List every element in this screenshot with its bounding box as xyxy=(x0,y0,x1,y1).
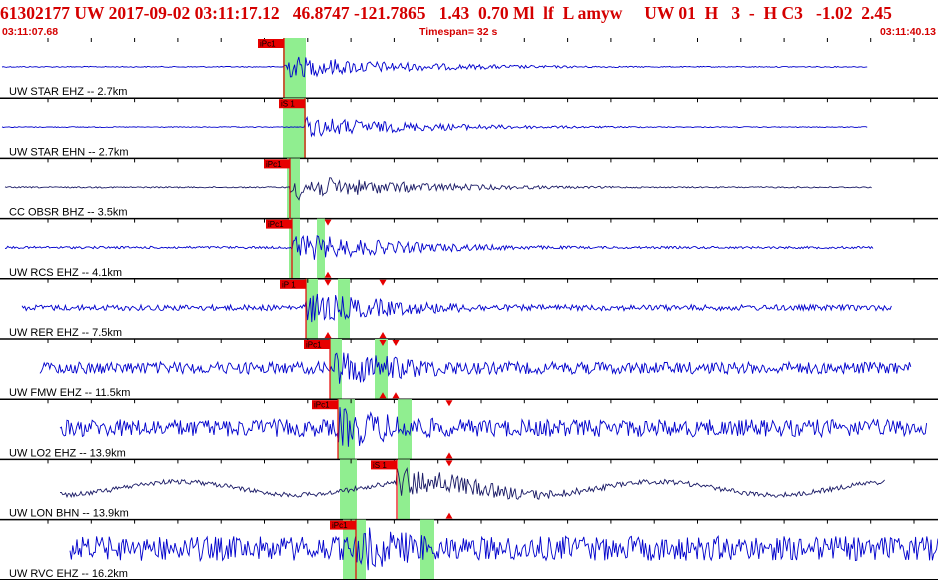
phase-marker-icon xyxy=(445,460,453,467)
phase-marker-icon xyxy=(324,279,332,286)
pick-flag[interactable] xyxy=(304,340,330,349)
phase-marker-icon xyxy=(392,340,400,346)
waveform-trace xyxy=(1,115,868,138)
phase-window-highlight xyxy=(330,339,342,400)
channel-row[interactable]: iS 1 UW LON BHN -- 13.9km xyxy=(0,459,938,521)
channel-row[interactable]: iP 1 UW RER EHZ -- 7.5km xyxy=(0,278,938,340)
pick-label: iPc1 xyxy=(266,160,282,169)
phase-marker-icon xyxy=(324,271,332,278)
waveform-trace xyxy=(39,352,912,384)
pick-label: iPc1 xyxy=(332,521,348,530)
pick-label: iPc1 xyxy=(268,220,284,229)
pick-flag[interactable] xyxy=(280,279,306,289)
phase-window-highlight xyxy=(398,459,410,520)
channel-row[interactable]: iPc1 UW STAR EHZ -- 2.7km xyxy=(0,38,938,99)
pick-flag[interactable] xyxy=(264,159,290,169)
channel-row[interactable]: iPc1 CC OBSR BHZ -- 3.5km xyxy=(0,158,938,220)
phase-marker-icon xyxy=(324,219,332,226)
event-summary-header: 61302177 UW 2017-09-02 03:11:17.12 46.87… xyxy=(0,3,892,23)
timespan-label: Timespan= 32 s xyxy=(419,26,498,38)
phase-window-highlight xyxy=(338,399,355,460)
phase-window-highlight xyxy=(289,218,300,279)
station-label: CC OBSR BHZ -- 3.5km xyxy=(9,207,128,219)
pick-flag[interactable] xyxy=(330,520,356,530)
pick-label: iPc1 xyxy=(260,40,276,49)
phase-window-highlight xyxy=(343,519,366,580)
channel-row[interactable]: iPc1 UW FMW EHZ -- 11.5km xyxy=(0,339,938,400)
pick-label: iPc1 xyxy=(314,401,330,410)
waveform-trace xyxy=(21,293,892,323)
channel-row[interactable]: iPc1 UW LO2 EHZ -- 13.9km xyxy=(0,399,938,461)
start-time: 03:11:07.68 xyxy=(2,26,59,38)
channel-row[interactable]: iS 1 UW STAR EHN -- 2.7km xyxy=(0,98,938,160)
phase-window-highlight xyxy=(283,98,306,159)
phase-marker-icon xyxy=(379,279,387,286)
pick-flag[interactable] xyxy=(266,219,292,229)
phase-marker-icon xyxy=(379,332,387,338)
waveform-trace xyxy=(59,466,885,500)
phase-window-highlight xyxy=(306,278,318,339)
pick-label: iS 1 xyxy=(373,461,387,470)
phase-marker-icon xyxy=(445,512,453,519)
time-axis-header: 03:11:07.68 Timespan= 32 s 03:11:40.13 xyxy=(0,26,938,38)
phase-marker-icon xyxy=(392,392,400,399)
station-label: UW LON BHN -- 13.9km xyxy=(9,508,129,520)
station-label: UW STAR EHZ -- 2.7km xyxy=(9,86,127,98)
pick-label: iS 1 xyxy=(281,100,295,109)
pick-flag[interactable] xyxy=(312,400,338,410)
phase-marker-icon xyxy=(445,400,453,407)
pick-flag[interactable] xyxy=(371,460,397,470)
waveform-trace xyxy=(4,235,874,260)
waveform-trace xyxy=(1,56,868,78)
phase-window-highlight xyxy=(283,38,306,99)
station-label: UW FMW EHZ -- 11.5km xyxy=(9,387,130,399)
pick-label: iP 1 xyxy=(282,280,296,289)
station-label: UW STAR EHN -- 2.7km xyxy=(9,146,129,158)
pick-label: iPc1 xyxy=(306,341,322,350)
seismogram-panel[interactable]: iPc1 UW STAR EHZ -- 2.7km iS 1 UW STAR EHN … xyxy=(0,38,938,580)
waveform-trace xyxy=(59,407,928,447)
pick-flag[interactable] xyxy=(258,39,284,48)
channel-row[interactable]: iPc1 UW RVC EHZ -- 16.2km xyxy=(0,519,938,580)
phase-marker-icon xyxy=(445,452,453,459)
channel-row[interactable]: iPc1 UW RCS EHZ -- 4.1km xyxy=(0,218,938,280)
phase-window-highlight xyxy=(340,459,357,520)
station-label: UW RCS EHZ -- 4.1km xyxy=(9,267,122,279)
end-time: 03:11:40.13 xyxy=(879,26,936,38)
waveform-trace xyxy=(4,177,872,201)
phase-window-highlight xyxy=(375,339,388,400)
phase-marker-icon xyxy=(379,340,387,346)
phase-marker-icon xyxy=(324,332,332,338)
phase-marker-icon xyxy=(379,392,387,399)
station-label: UW RER EHZ -- 7.5km xyxy=(9,327,122,339)
station-label: UW LO2 EHZ -- 13.9km xyxy=(9,447,126,459)
waveform-trace xyxy=(69,527,938,571)
pick-flag[interactable] xyxy=(279,99,305,109)
station-label: UW RVC EHZ -- 16.2km xyxy=(9,568,128,580)
